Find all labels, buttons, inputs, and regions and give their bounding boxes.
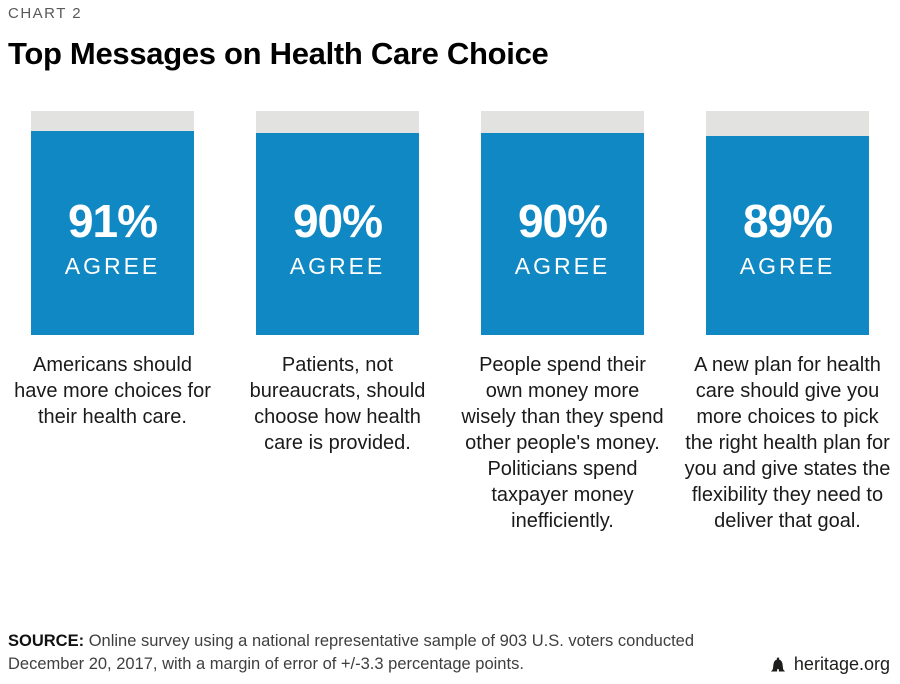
agree-label: AGREE [289,253,386,279]
percent-label: 90% [292,195,383,247]
page-title: Top Messages on Health Care Choice [8,36,549,71]
agree-label: AGREE [64,253,161,279]
bar-track-1: 91% AGREE [31,111,194,335]
brand-mark: heritage.org [769,654,890,676]
chart-header: CHART 2 Top Messages on Health Care Choi… [0,0,900,74]
agree-label: AGREE [514,253,611,279]
bar-description: A new plan for health care should give y… [684,354,891,532]
bar-column-2: 90% AGREE Patients, not bureaucrats, sho… [225,111,450,534]
bar-column-3: 90% AGREE People spend their own money m… [450,111,675,534]
source-label: SOURCE: [8,632,85,650]
bar-column-4: 89% AGREE A new plan for health care sho… [675,111,900,534]
bar-track-3: 90% AGREE [481,111,644,335]
source-text: Online survey using a national represent… [8,632,695,673]
percent-label: 90% [517,195,608,247]
bell-icon [769,657,787,673]
bar-value-group-1: 91% AGREE [31,198,194,278]
bar-fill-4 [706,135,869,335]
percent-label: 89% [742,195,833,247]
source-note: SOURCE: Online survey using a national r… [8,630,708,676]
bar-fill-1 [31,131,194,335]
bar-value-group-4: 89% AGREE [706,198,869,278]
chart-kicker: CHART 2 [8,5,83,22]
bar-description: People spend their own money more wisely… [461,354,664,532]
chart-footer: SOURCE: Online survey using a national r… [0,630,900,676]
bar-chart: 91% AGREE Americans should have more cho… [0,111,900,534]
bar-fill-2 [256,133,419,335]
bar-value-group-2: 90% AGREE [256,198,419,278]
bar-description: Americans should have more choices for t… [14,354,211,428]
bar-track-2: 90% AGREE [256,111,419,335]
agree-label: AGREE [739,253,836,279]
bar-description: Patients, not bureaucrats, should choose… [249,354,426,454]
percent-label: 91% [67,195,158,247]
bar-column-1: 91% AGREE Americans should have more cho… [0,111,225,534]
bar-track-4: 89% AGREE [706,111,869,335]
bar-fill-3 [481,133,644,335]
bar-value-group-3: 90% AGREE [481,198,644,278]
brand-wordmark: heritage.org [793,654,890,674]
